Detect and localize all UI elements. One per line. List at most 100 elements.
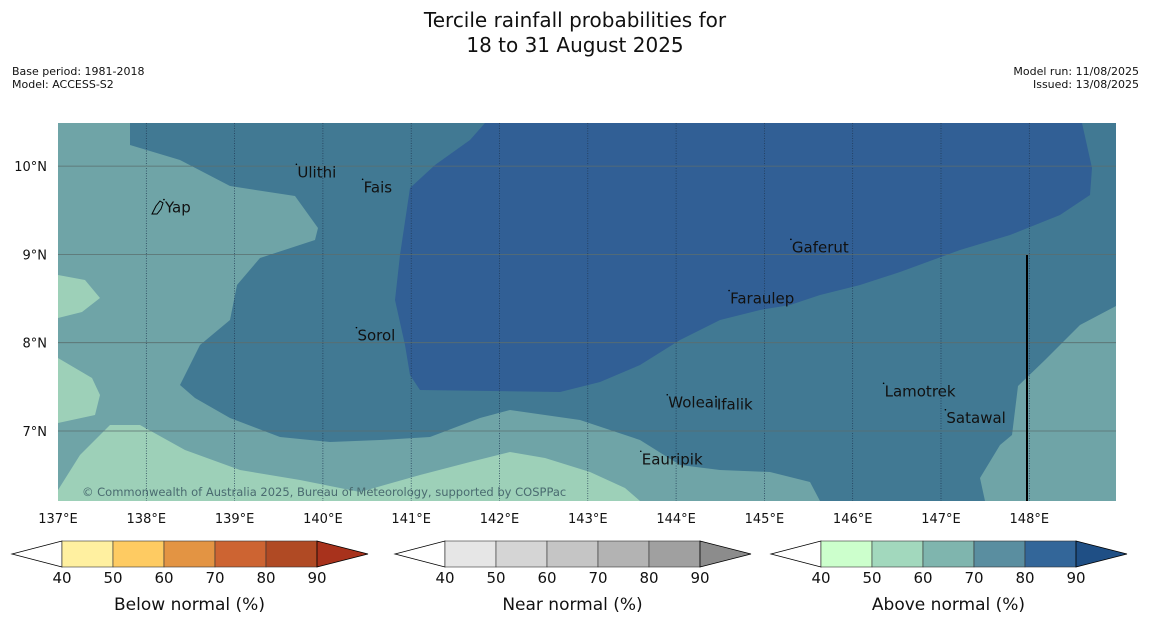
colorbar-tick-label: 50 xyxy=(862,569,881,587)
colorbar-label: Near normal (%) xyxy=(502,595,642,615)
colorbars: 40 50 60 70 80 90 Below normal (%) 40 50 60 70 80 90… xyxy=(10,540,1128,615)
lat-tick-label: 10°N xyxy=(14,160,47,175)
colorbar-tick-label: 90 xyxy=(307,569,326,587)
lon-tick-label: 138°E xyxy=(127,512,167,527)
colorbar-tick-label: 70 xyxy=(588,569,607,587)
base-period: Base period: 1981-2018 xyxy=(12,65,145,78)
colorbar-over-arrow xyxy=(1075,540,1128,568)
lon-tick-label: 145°E xyxy=(745,512,785,527)
colorbar-over-arrow xyxy=(699,540,752,568)
colorbar-tick-label: 80 xyxy=(256,569,275,587)
colorbar-segment xyxy=(163,540,216,568)
place-label: Sorol xyxy=(357,327,395,345)
colorbar-segment xyxy=(973,540,1026,568)
lon-tick-label: 147°E xyxy=(921,512,961,527)
colorbar-label: Above normal (%) xyxy=(872,595,1025,615)
colorbar-segment xyxy=(112,540,165,568)
place-marker xyxy=(790,238,792,241)
lon-tick-label: 142°E xyxy=(480,512,520,527)
map-title: Tercile rainfall probabilities for 18 to… xyxy=(0,8,1150,58)
place-eauripik: Eauripik xyxy=(639,450,703,468)
place-marker xyxy=(361,178,364,181)
longitude-tick-labels: 137°E 138°E 139°E 140°E 141°E 142°E 143°E 144°E… xyxy=(38,512,1049,527)
place-label: Eauripik xyxy=(642,450,703,468)
colorbar-segment xyxy=(871,540,924,568)
colorbar-tick-label: 80 xyxy=(1015,569,1034,587)
place-woleai: Woleai xyxy=(666,394,718,412)
lon-tick-label: 137°E xyxy=(38,512,78,527)
title-line-2: 18 to 31 August 2025 xyxy=(466,33,684,57)
lon-tick-label: 140°E xyxy=(303,512,343,527)
place-label: Lamotrek xyxy=(885,382,956,400)
colorbar-tick-label: 40 xyxy=(52,569,71,587)
yap-coastline xyxy=(151,200,164,215)
title-line-1: Tercile rainfall probabilities for xyxy=(423,8,727,32)
colorbar-1: 40 50 60 70 80 90 Below normal (%) xyxy=(10,540,369,615)
colorbar-tick-label: 60 xyxy=(913,569,932,587)
place-label: Faraulep xyxy=(730,290,794,308)
lat-tick-label: 7°N xyxy=(23,425,48,440)
colorbar-tick-label: 40 xyxy=(435,569,454,587)
colorbar-label: Below normal (%) xyxy=(114,595,265,615)
colorbar-tick-label: 90 xyxy=(690,569,709,587)
colorbar-over-arrow xyxy=(316,540,369,568)
colorbar-tick-label: 40 xyxy=(811,569,830,587)
colorbar-tick-label: 50 xyxy=(486,569,505,587)
place-marker xyxy=(163,198,165,201)
lat-tick-label: 9°N xyxy=(23,248,48,263)
lon-tick-label: 141°E xyxy=(391,512,431,527)
place-label: Yap xyxy=(164,199,191,217)
place-label: Satawal xyxy=(946,409,1005,427)
place-lamotrek: Lamotrek xyxy=(882,382,956,400)
colorbar-segment xyxy=(61,540,114,568)
band-50-south xyxy=(58,358,100,423)
colorbar-tick-label: 80 xyxy=(639,569,658,587)
lon-tick-label: 143°E xyxy=(568,512,608,527)
colorbar-segment xyxy=(597,540,650,568)
band-50-west xyxy=(58,275,100,318)
place-marker xyxy=(882,382,885,385)
place-ulithi: Ulithi xyxy=(295,163,336,181)
lon-tick-label: 148°E xyxy=(1010,512,1050,527)
lon-tick-label: 146°E xyxy=(833,512,873,527)
meta-left: Base period: 1981-2018 Model: ACCESS-S2 xyxy=(12,65,144,91)
colorbar-segment xyxy=(214,540,267,568)
lon-tick-label: 144°E xyxy=(656,512,696,527)
place-marker xyxy=(728,289,730,292)
place-label: Gaferut xyxy=(792,238,849,256)
place-yap: Yap xyxy=(163,199,191,217)
colorbar-segment xyxy=(495,540,548,568)
colorbar-segment xyxy=(444,540,497,568)
colorbar-under-arrow xyxy=(393,540,446,568)
latitude-tick-labels: 10°N 9°N 8°N 7°N xyxy=(14,160,47,440)
model-run: Model run: 11/08/2025 xyxy=(1013,65,1139,78)
colorbar-under-arrow xyxy=(10,540,63,568)
colorbar-tick-label: 60 xyxy=(537,569,556,587)
colorbar-under-arrow xyxy=(769,540,822,568)
colorbar-2: 40 50 60 70 80 90 Near normal (%) xyxy=(393,540,752,615)
place-faraulep: Faraulep xyxy=(728,290,794,308)
meta-right: Model run: 11/08/2025 Issued: 13/08/2025 xyxy=(1013,65,1139,91)
colorbar-segment xyxy=(648,540,701,568)
place-satawal: Satawal xyxy=(944,408,1006,427)
place-labels: Yap Ulithi Fais Sorol Gaferut Faraulep WoleaiI… xyxy=(163,163,1006,468)
place-marker xyxy=(639,450,642,453)
colorbar-segment xyxy=(265,540,318,568)
colorbar-tick-label: 50 xyxy=(103,569,122,587)
lat-tick-label: 8°N xyxy=(23,337,48,352)
copyright-notice: © Commonwealth of Australia 2025, Bureau… xyxy=(82,485,566,499)
place-marker xyxy=(355,326,358,329)
model-name: Model: ACCESS-S2 xyxy=(12,78,114,91)
issued-date: Issued: 13/08/2025 xyxy=(1032,78,1139,91)
place-label: Woleai xyxy=(668,394,718,412)
colorbar-segment xyxy=(820,540,873,568)
colorbar-segment xyxy=(546,540,599,568)
place-marker xyxy=(666,393,669,396)
colorbar-3: 40 50 60 70 80 90 Above normal (%) xyxy=(769,540,1128,615)
place-marker xyxy=(944,408,947,411)
colorbar-segment xyxy=(922,540,975,568)
place-label: Ifalik xyxy=(717,396,753,414)
lon-tick-label: 139°E xyxy=(215,512,255,527)
colorbar-segment xyxy=(1024,540,1077,568)
